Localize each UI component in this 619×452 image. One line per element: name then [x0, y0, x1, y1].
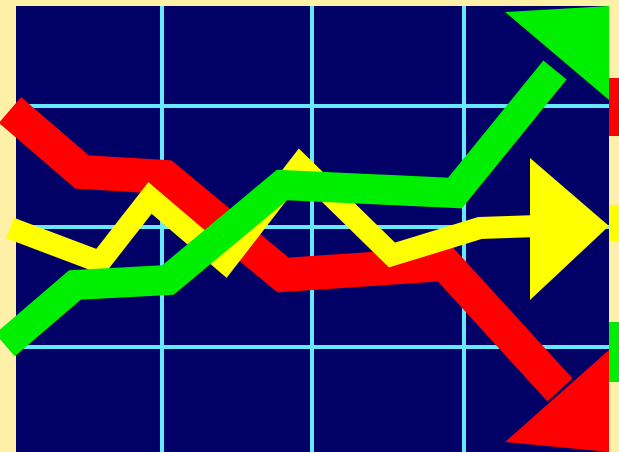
green-up-arrow — [0, 6, 609, 357]
green-line — [0, 60, 567, 357]
green-arrowhead — [505, 6, 609, 100]
yellow-arrowhead — [530, 158, 609, 300]
red-edge-fragment — [609, 78, 619, 136]
green-edge-fragment — [609, 322, 619, 382]
yellow-edge-fragment — [609, 205, 619, 241]
red-arrowhead — [505, 350, 609, 452]
